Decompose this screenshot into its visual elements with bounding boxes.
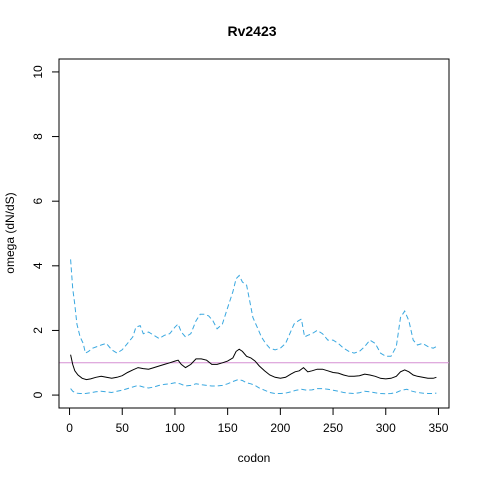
y-tick-label: 10 — [31, 65, 45, 79]
x-tick-label: 300 — [376, 421, 396, 435]
series-line-3 — [70, 379, 437, 395]
y-tick-label: 4 — [31, 262, 45, 269]
x-tick-label: 0 — [66, 421, 73, 435]
y-tick-label: 2 — [31, 327, 45, 334]
x-axis-label: codon — [238, 451, 271, 465]
y-tick-label: 0 — [31, 391, 45, 398]
x-tick-label: 250 — [323, 421, 343, 435]
x-tick-label: 200 — [270, 421, 290, 435]
series-line-2 — [70, 259, 437, 357]
x-tick-label: 150 — [218, 421, 238, 435]
plot-frame — [58, 58, 450, 409]
y-axis: 0 2 4 6 8 10 — [31, 65, 60, 398]
chart-title: Rv2423 — [227, 23, 276, 39]
x-axis: 0 50 100 150 200 250 300 350 — [66, 407, 449, 435]
x-tick-label: 50 — [116, 421, 130, 435]
series-layer — [70, 259, 437, 395]
x-tick-label: 100 — [165, 421, 185, 435]
x-tick-label: 350 — [428, 421, 448, 435]
series-line-1 — [70, 348, 437, 381]
y-axis-label: omega (dN/dS) — [3, 192, 17, 273]
y-tick-label: 8 — [31, 133, 45, 140]
y-tick-label: 6 — [31, 198, 45, 205]
